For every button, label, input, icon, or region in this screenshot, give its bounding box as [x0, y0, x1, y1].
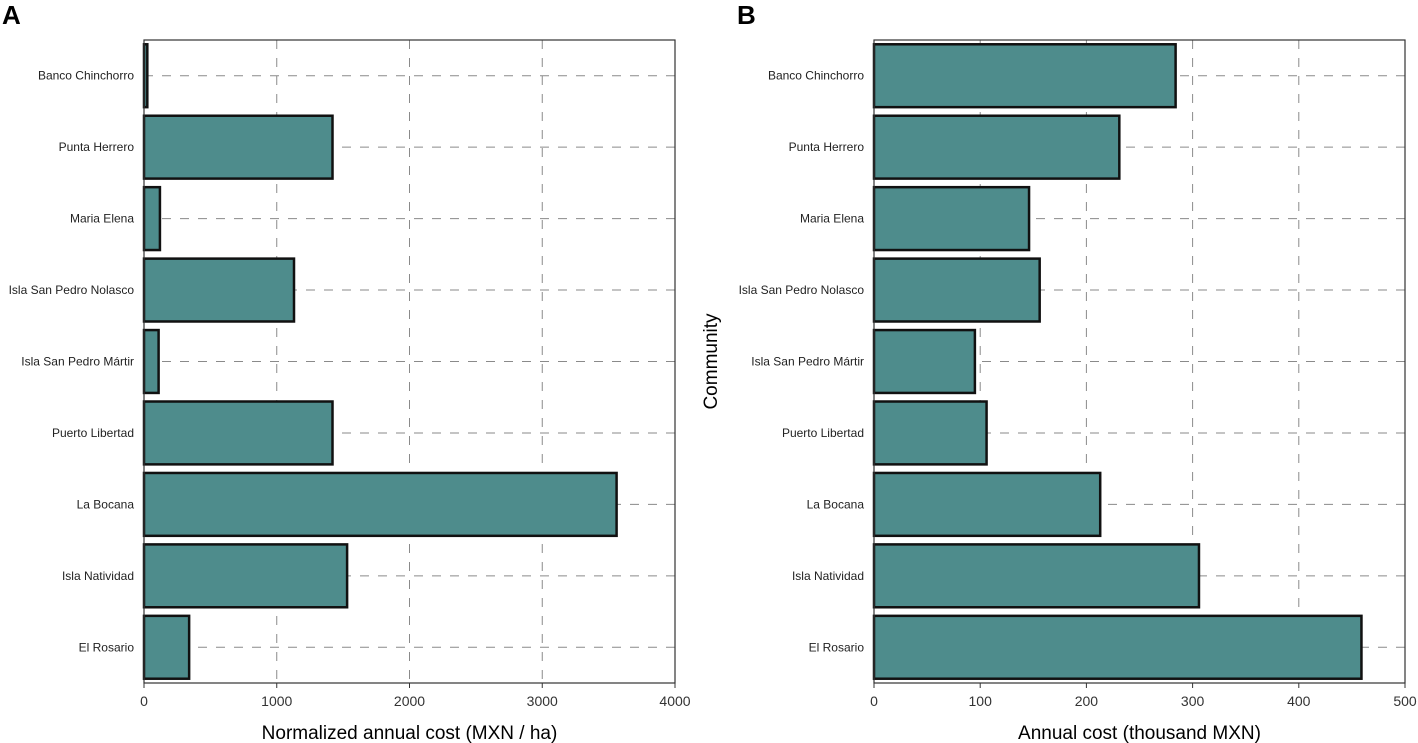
bar — [872, 543, 1201, 609]
bar — [142, 328, 160, 395]
category-label: Maria Elena — [70, 212, 134, 226]
x-tick-label: 200 — [1075, 693, 1099, 709]
category-label: Isla San Pedro Mártir — [751, 355, 864, 369]
category-label: Punta Herrero — [59, 140, 135, 154]
category-label: Isla Natividad — [792, 569, 864, 583]
bar — [142, 114, 334, 180]
category-label: El Rosario — [809, 640, 865, 654]
category-label: La Bocana — [807, 497, 865, 511]
panel-letter: B — [737, 0, 756, 30]
x-tick-label: 0 — [140, 693, 148, 709]
bar — [142, 400, 334, 466]
x-tick-label: 1000 — [261, 693, 292, 709]
panel-b: Banco Chinchorro Punta Herrero Maria Elena… — [701, 0, 1417, 743]
x-tick-label: 3000 — [527, 693, 558, 709]
y-axis-title: Community — [701, 313, 722, 410]
bar — [872, 185, 1031, 252]
x-tick-label: 400 — [1287, 693, 1311, 709]
bar — [142, 257, 296, 323]
x-axis-title: Normalized annual cost (MXN / ha) — [262, 723, 558, 743]
category-label: Isla San Pedro Nolasco — [739, 283, 865, 297]
x-axis-title: Annual cost (thousand MXN) — [1018, 723, 1261, 743]
x-tick-label: 4000 — [659, 693, 690, 709]
category-label: El Rosario — [79, 640, 135, 654]
x-tick-label: 2000 — [394, 693, 425, 709]
bar — [142, 185, 162, 252]
bar — [872, 471, 1102, 538]
bar — [872, 43, 1177, 109]
bar — [142, 471, 618, 538]
panel-letter: A — [2, 0, 21, 30]
bar — [872, 400, 988, 466]
x-tick-label: 300 — [1181, 693, 1205, 709]
panel-a: Banco Chinchorro Punta Herrero Maria Elena… — [2, 0, 691, 743]
bar — [142, 543, 349, 609]
x-tick-label: 500 — [1393, 693, 1417, 709]
bar — [872, 328, 977, 395]
bar — [872, 114, 1121, 180]
bar — [142, 614, 191, 680]
bar — [872, 614, 1363, 680]
x-tick-label: 100 — [969, 693, 993, 709]
category-label: La Bocana — [77, 497, 135, 511]
category-label: Maria Elena — [800, 212, 864, 226]
category-label: Isla San Pedro Nolasco — [9, 283, 135, 297]
category-label: Punta Herrero — [789, 140, 865, 154]
plot-frame — [873, 39, 1406, 684]
category-label: Isla San Pedro Mártir — [21, 355, 134, 369]
category-label: Isla Natividad — [62, 569, 134, 583]
category-label: Puerto Libertad — [52, 426, 134, 440]
bar — [872, 257, 1041, 323]
category-label: Banco Chinchorro — [768, 69, 864, 83]
x-tick-label: 0 — [870, 693, 878, 709]
category-label: Banco Chinchorro — [38, 69, 134, 83]
category-label: Puerto Libertad — [782, 426, 864, 440]
